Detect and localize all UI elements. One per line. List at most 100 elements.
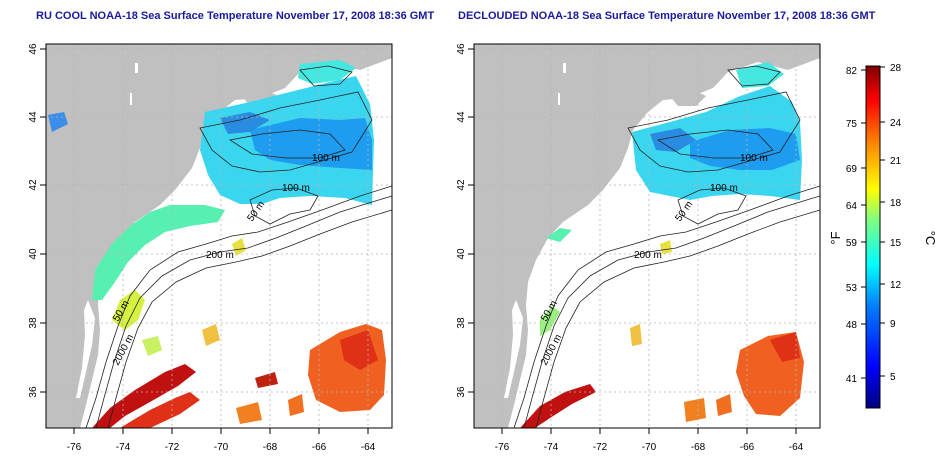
x-tick-label: -70: [642, 442, 657, 453]
right-map-panel: 100 m 100 m 50 m 200 m 50 m 2000 m -76 -…: [456, 43, 821, 453]
sst-patch-yellow: [232, 238, 246, 256]
sst-patch-blue: [690, 128, 800, 170]
x-axis-ticks: [40, 48, 369, 434]
sst-patch-cyan: [298, 60, 356, 84]
colorbar-f-labels: 82 75 69 64 59 53 48 41: [846, 66, 858, 385]
celsius-tick: 15: [890, 238, 902, 249]
sst-patch-warm: [340, 330, 378, 370]
x-tick-label: -76: [495, 442, 510, 453]
sst-patch-blue: [650, 128, 696, 152]
lake: [558, 93, 560, 105]
isobaths: [85, 65, 392, 428]
x-tick-label: -70: [214, 442, 229, 453]
y-tick-label: 44: [28, 111, 39, 123]
y-tick-label: 40: [456, 248, 467, 260]
colorbar-gradient: [865, 65, 881, 409]
isobath-label: 100 m: [312, 153, 340, 164]
fahrenheit-tick: 75: [846, 119, 858, 130]
x-tick-label: -66: [312, 442, 327, 453]
sst-patch-yellow: [202, 324, 220, 346]
x-tick-label: -76: [67, 442, 82, 453]
sst-patch-green: [92, 205, 225, 300]
map-frame: [473, 43, 821, 429]
fahrenheit-axis-label: °F: [828, 231, 843, 244]
y-tick-label: 46: [28, 43, 39, 55]
sst-patch-warm: [288, 394, 304, 416]
x-tick-label: -68: [691, 442, 706, 453]
fahrenheit-tick: 48: [846, 320, 858, 331]
celsius-tick: 28: [890, 63, 902, 74]
x-tick-label: -64: [789, 442, 804, 453]
sst-patch-blue: [220, 112, 270, 134]
fahrenheit-tick: 41: [846, 374, 858, 385]
isobath-label: 100 m: [710, 183, 738, 194]
x-tick-label: -68: [263, 442, 278, 453]
bay: [504, 300, 523, 398]
sst-patch-warm: [716, 394, 732, 416]
celsius-axis-label: °C: [923, 231, 938, 246]
y-tick-label: 40: [28, 248, 39, 260]
celsius-tick: 9: [890, 319, 896, 330]
sst-patch-gulfstream: [120, 392, 200, 428]
y-tick-label: 42: [28, 179, 39, 191]
sst-patch-warm: [684, 398, 706, 422]
celsius-tick: 5: [890, 372, 896, 383]
sst-patch-gulfstream: [92, 364, 196, 428]
y-tick-label: 46: [456, 43, 467, 55]
x-tick-label: -72: [593, 442, 608, 453]
bay: [526, 292, 534, 312]
y-axis: 46 44 42 40 38 36: [28, 43, 39, 398]
lake: [563, 63, 566, 73]
lake: [135, 63, 138, 73]
fahrenheit-tick: 53: [846, 283, 858, 294]
sst-patch-cyan: [736, 62, 784, 88]
isobaths: [513, 65, 820, 428]
celsius-tick: 24: [890, 118, 902, 129]
y-tick-label: 38: [28, 317, 39, 329]
x-tick-label: -64: [361, 442, 376, 453]
y-tick-label: 44: [456, 111, 467, 123]
fahrenheit-tick: 64: [846, 201, 858, 212]
bay: [76, 300, 95, 398]
sst-patch-yellow: [630, 324, 642, 346]
map-frame: [45, 43, 393, 429]
graticule: [474, 44, 820, 428]
celsius-tick: 12: [890, 280, 902, 291]
land-mass: [46, 44, 392, 428]
y-axis: 46 44 42 40 38 36: [456, 43, 467, 398]
x-tick-label: -72: [165, 442, 180, 453]
isobath-label: 200 m: [206, 250, 234, 261]
fahrenheit-tick: 69: [846, 164, 858, 175]
left-map-panel: 100 m 100 m 50 m 200 m 50 m 2000 m -76 -…: [28, 43, 393, 453]
left-map-title: RU COOL NOAA-18 Sea Surface Temperature …: [36, 10, 435, 22]
y-tick-label: 42: [456, 179, 467, 191]
colorbar: 82 75 69 64 59 53 48 41 28 24 21 18 15 1…: [828, 63, 938, 409]
sst-patch-warm: [255, 372, 278, 388]
isobath-label: 100 m: [282, 183, 310, 194]
sst-patch-green: [546, 228, 572, 242]
sst-patch-warm: [770, 332, 800, 362]
sst-patch-yellow: [660, 240, 672, 254]
graticule: [46, 44, 392, 428]
isobath-label: 200 m: [634, 250, 662, 261]
x-axis: -76 -74 -72 -70 -68 -66 -64: [495, 442, 804, 453]
sst-patch-warm: [236, 402, 262, 424]
x-tick-label: -74: [544, 442, 559, 453]
y-tick-label: 36: [28, 386, 39, 398]
colorbar-ticks: [861, 66, 885, 379]
right-map-title: DECLOUDED NOAA-18 Sea Surface Temperatur…: [458, 10, 876, 22]
x-axis: -76 -74 -72 -70 -68 -66 -64: [67, 442, 376, 453]
x-tick-label: -74: [116, 442, 131, 453]
lake: [130, 93, 132, 105]
fahrenheit-tick: 82: [846, 66, 858, 77]
celsius-tick: 18: [890, 198, 902, 209]
colorbar-c-labels: 28 24 21 18 15 12 9 5: [890, 63, 902, 383]
y-tick-label: 38: [456, 317, 467, 329]
land-mass: [474, 44, 820, 428]
x-tick-label: -66: [740, 442, 755, 453]
sst-patch-yellow: [142, 336, 162, 356]
land-mass: [670, 88, 706, 106]
celsius-tick: 21: [890, 156, 902, 167]
x-axis-ticks: [468, 48, 797, 434]
